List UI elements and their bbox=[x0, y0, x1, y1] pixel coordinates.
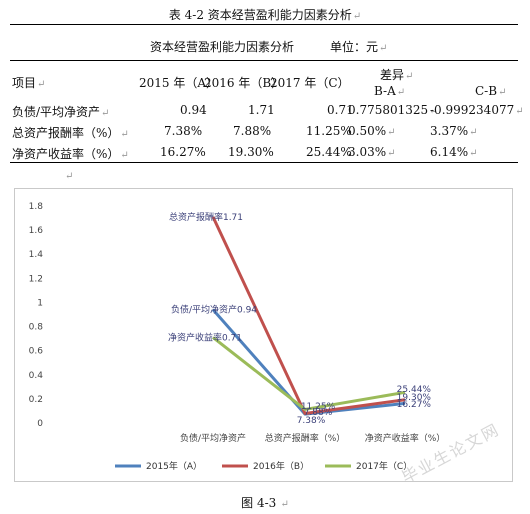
data-label: 总资产报酬率1.71 bbox=[169, 211, 243, 223]
row-label: 净资产收益率（%）↵ bbox=[12, 147, 129, 161]
row-value: 0.50%↵ bbox=[348, 124, 396, 138]
row-value: 7.38% bbox=[164, 124, 203, 138]
row-value: 7.88% bbox=[233, 124, 272, 138]
y-tick-label: 1 bbox=[37, 298, 43, 308]
y-tick-label: 0.8 bbox=[29, 323, 44, 333]
y-tick-label: 1.2 bbox=[29, 274, 43, 284]
col-ba-header: B-A↵ bbox=[374, 84, 406, 98]
item-header: 项目↵ bbox=[12, 76, 46, 90]
row-value: 11.25% bbox=[306, 124, 352, 138]
table-mid-rule bbox=[10, 60, 518, 61]
data-label: 19.30% bbox=[397, 393, 432, 403]
row-value: 19.30% bbox=[228, 145, 274, 159]
col-2016-header: 2016 年（B） bbox=[204, 76, 284, 90]
y-tick-label: 0.6 bbox=[29, 347, 44, 357]
data-label: 7.38% bbox=[297, 416, 326, 426]
y-tick-label: 0 bbox=[37, 419, 43, 429]
row-label: 负债/平均净资产↵ bbox=[12, 105, 110, 119]
y-tick-label: 1.4 bbox=[29, 250, 44, 260]
row-value: 0.71 bbox=[327, 103, 354, 117]
y-tick-label: 1.6 bbox=[29, 226, 44, 236]
diff-header: 差异↵ bbox=[380, 68, 414, 82]
y-tick-label: 0.4 bbox=[29, 371, 44, 381]
data-label: 负债/平均净资产0.94 bbox=[171, 304, 257, 316]
y-tick-label: 0.2 bbox=[29, 395, 43, 405]
row-value: 6.14%↵ bbox=[430, 145, 478, 159]
data-label: 7.88% bbox=[304, 408, 333, 418]
col-2015-header: 2015 年（A） bbox=[139, 76, 219, 90]
col-2017-header: 2017 年（C） bbox=[270, 76, 350, 90]
data-label: 25.44% bbox=[397, 385, 432, 395]
row-value: 0.94 bbox=[180, 103, 207, 117]
row-value: 16.27% bbox=[160, 145, 206, 159]
figure-caption: 图 4-3 ↵ bbox=[241, 496, 289, 510]
series-line bbox=[212, 336, 406, 411]
x-tick-label: 总资产报酬率（%） bbox=[265, 432, 346, 444]
col-cb-header: C-B↵ bbox=[475, 84, 507, 98]
row-value: 25.44% bbox=[306, 145, 352, 159]
chart-svg: 0 0.2 0.4 0.6 0.8 1 1.2 1.4 1.6 1.8 负债/平均净资产 总资产报酬率… bbox=[29, 202, 446, 472]
row-value: -0.999234077↵ bbox=[430, 103, 524, 117]
data-label: 16.27% bbox=[397, 400, 432, 410]
legend-label: 2017年（C） bbox=[356, 460, 412, 472]
row-value: 1.71 bbox=[248, 103, 275, 117]
row-value: 3.03%↵ bbox=[348, 145, 396, 159]
row-label: 总资产报酬率（%）↵ bbox=[12, 126, 129, 140]
table-top-rule bbox=[10, 24, 518, 25]
paragraph-mark: ↵ bbox=[65, 171, 74, 182]
row-value: 0.775801325↵ bbox=[348, 103, 438, 117]
table-caption: 表 4-2 资本经营盈利能力因素分析↵ bbox=[168, 8, 362, 22]
table-bottom-rule bbox=[10, 162, 518, 163]
line-chart: 0 0.2 0.4 0.6 0.8 1 1.2 1.4 1.6 1.8 负债/平均净资产 总资产报酬率… bbox=[14, 188, 513, 482]
data-label: 11.25% bbox=[301, 402, 336, 412]
x-tick-label: 净资产收益率（%） bbox=[365, 432, 446, 444]
y-tick-label: 1.8 bbox=[29, 202, 44, 212]
table-unit: 单位：元↵ bbox=[330, 40, 388, 54]
x-tick-label: 负债/平均净资产 bbox=[180, 432, 246, 444]
legend-label: 2015年（A） bbox=[146, 460, 202, 472]
data-label: 净资产收益率0.71 bbox=[168, 331, 242, 343]
table-subtitle: 资本经营盈利能力因素分析 bbox=[150, 40, 295, 54]
series-line bbox=[211, 216, 406, 416]
legend-label: 2016年（B） bbox=[253, 460, 309, 472]
row-value: 3.37%↵ bbox=[430, 124, 478, 138]
